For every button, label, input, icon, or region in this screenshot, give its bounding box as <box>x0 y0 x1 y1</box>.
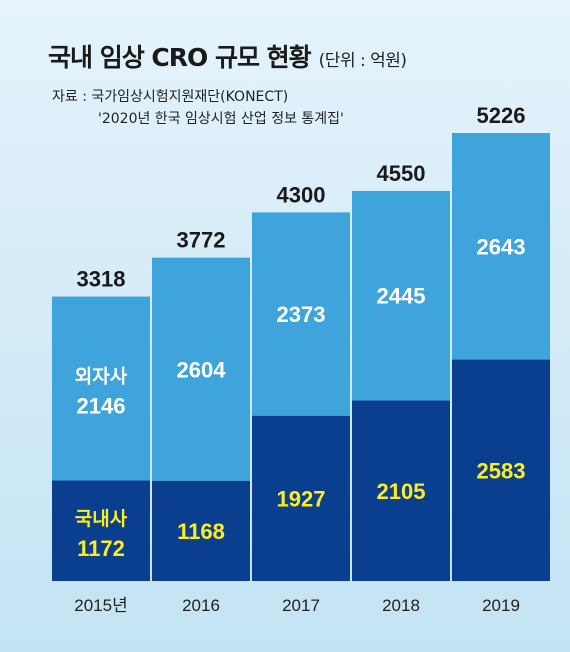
title-row: 국내 임상 CRO 규모 현황 (단위 : 억원) <box>48 38 407 74</box>
total-label: 3772 <box>177 228 226 253</box>
foreign-value-label: 2604 <box>177 357 227 382</box>
x-tick-label: 2015년 <box>74 596 127 615</box>
domestic-value-label: 2583 <box>477 458 526 483</box>
bar-domestic-2017 <box>252 415 350 581</box>
x-tick-label: 2018 <box>382 596 420 615</box>
source-note: 자료 : 국가임상시험지원재단(KONECT) '2020년 한국 임상시험 산… <box>52 86 344 130</box>
series-label-foreign: 외자사 <box>75 366 128 388</box>
chart-unit: (단위 : 억원) <box>318 51 407 71</box>
foreign-value-label: 2146 <box>77 394 126 419</box>
x-tick-label: 2017 <box>282 596 320 615</box>
bar-domestic-2015년 <box>52 480 150 581</box>
bar-domestic-2018 <box>352 400 450 581</box>
total-label: 4550 <box>377 161 426 186</box>
x-tick-label: 2016 <box>182 596 220 615</box>
chart-title: 국내 임상 CRO 규모 현황 <box>48 43 312 72</box>
total-label: 5226 <box>477 103 526 128</box>
total-label: 3318 <box>77 267 126 292</box>
bar-domestic-2019 <box>452 359 550 581</box>
domestic-value-label: 1168 <box>177 519 225 544</box>
x-tick-label: 2019 <box>482 596 520 615</box>
foreign-value-label: 2373 <box>277 302 326 327</box>
bar-foreign-2017 <box>252 212 350 416</box>
total-label: 4300 <box>277 182 326 207</box>
bar-foreign-2018 <box>352 190 450 401</box>
series-label-domestic: 국내사 <box>75 508 128 530</box>
source-line-1: 자료 : 국가임상시험지원재단(KONECT) <box>52 89 289 105</box>
foreign-value-label: 2445 <box>377 284 426 309</box>
domestic-value-label: 1927 <box>277 486 326 511</box>
bar-foreign-2019 <box>452 133 550 360</box>
domestic-value-label: 1172 <box>77 536 125 561</box>
foreign-value-label: 2643 <box>477 234 526 259</box>
bar-foreign-2016 <box>152 257 250 481</box>
source-line-2: '2020년 한국 임상시험 산업 정보 통계집' <box>98 111 344 127</box>
bar-domestic-2016 <box>152 480 250 581</box>
bar-foreign-2015년 <box>52 296 150 481</box>
domestic-value-label: 2105 <box>377 479 426 504</box>
